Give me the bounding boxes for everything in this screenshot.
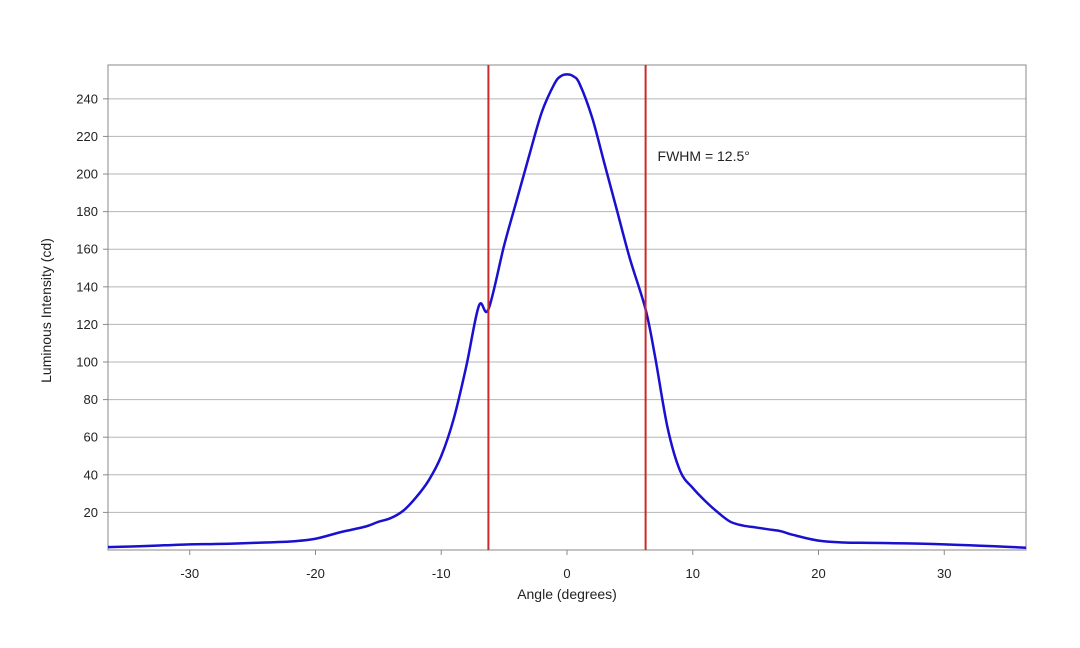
y-tick-label: 60 <box>84 430 98 445</box>
y-tick-label: 160 <box>76 242 98 257</box>
y-tick-label: 20 <box>84 505 98 520</box>
x-tick-label: -30 <box>180 566 199 581</box>
intensity-curve <box>107 73 1027 549</box>
y-axis-title: Luminous Intensity (cd) <box>38 238 54 383</box>
y-tick-label: 180 <box>76 204 98 219</box>
y-tick-label: 100 <box>76 355 98 370</box>
x-tick-label: -20 <box>306 566 325 581</box>
x-tick-label: 30 <box>937 566 951 581</box>
y-tick-label: 140 <box>76 279 98 294</box>
plot-area-frame <box>107 64 1027 551</box>
fwhm-markers <box>487 65 647 550</box>
series-layer <box>107 73 1027 549</box>
y-axis-ticks: 20 40 60 80 100 120 140 160 180 200 220 240 <box>76 91 108 520</box>
grid-lines <box>108 98 1026 513</box>
y-tick-label: 240 <box>76 91 98 106</box>
x-axis-title: Angle (degrees) <box>517 586 617 602</box>
x-axis-ticks: -30 -20 -10 0 10 20 30 <box>180 550 951 581</box>
y-tick-label: 120 <box>76 317 98 332</box>
x-tick-label: 0 <box>563 566 570 581</box>
x-tick-label: 10 <box>686 566 700 581</box>
y-tick-label: 200 <box>76 167 98 182</box>
x-tick-label: -10 <box>432 566 451 581</box>
y-tick-label: 220 <box>76 129 98 144</box>
y-tick-label: 40 <box>84 467 98 482</box>
fwhm-annotation: FWHM = 12.5° <box>658 148 750 164</box>
x-tick-label: 20 <box>811 566 825 581</box>
y-tick-label: 80 <box>84 392 98 407</box>
